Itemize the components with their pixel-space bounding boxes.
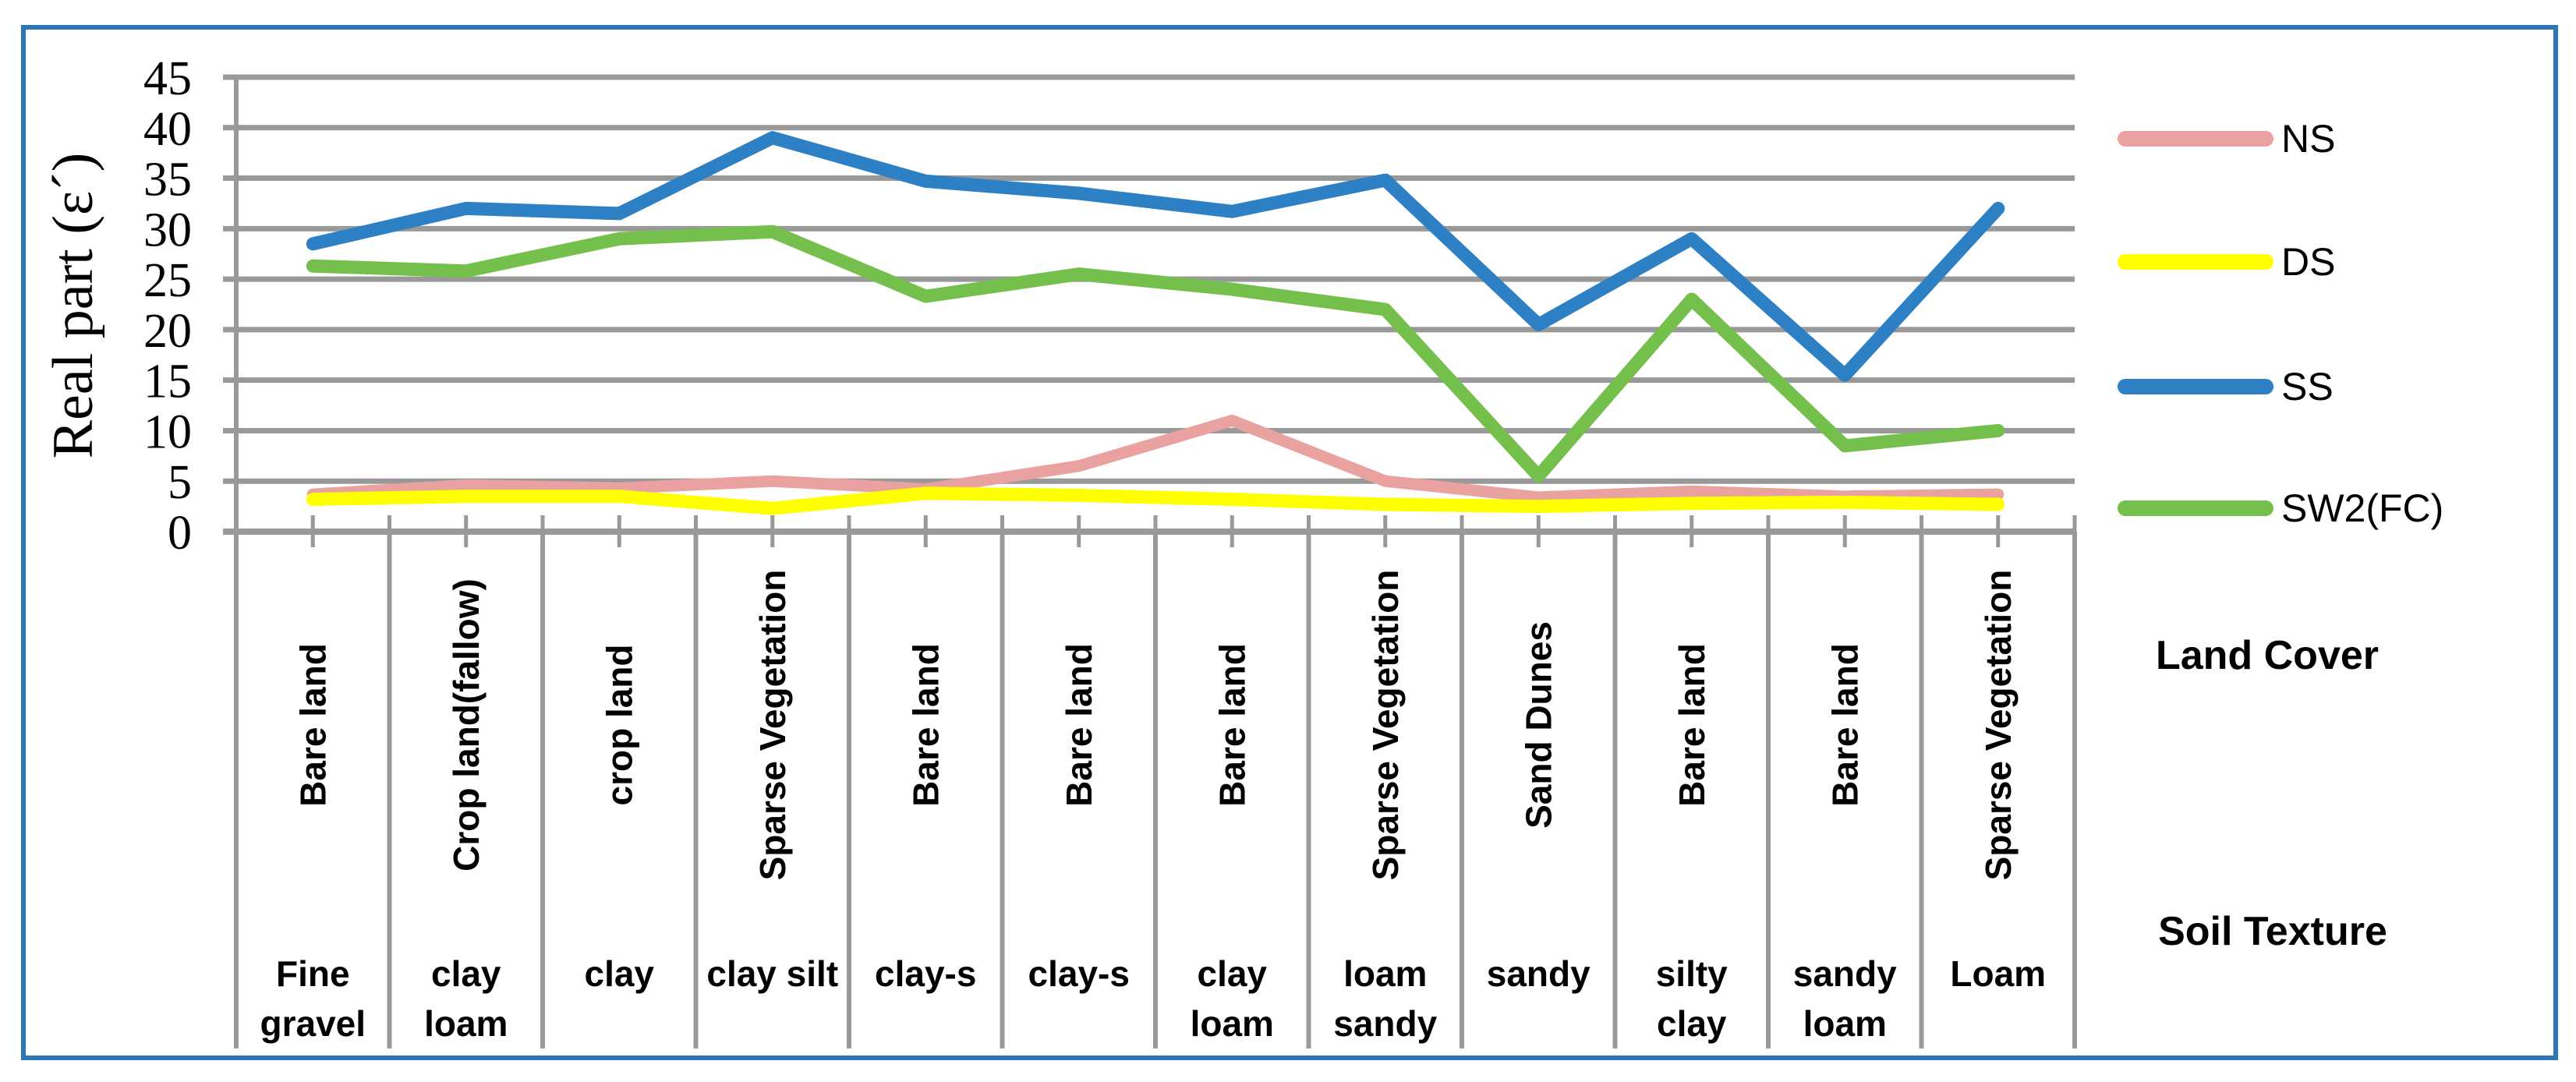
y-tick-label: 10 bbox=[143, 405, 192, 458]
y-tick-label: 15 bbox=[143, 355, 192, 408]
land-cover-label: Crop land(fallow) bbox=[446, 578, 487, 872]
soil-texture-label: loam bbox=[424, 1003, 508, 1044]
series-lines bbox=[306, 131, 2005, 515]
soil-texture-label: loam bbox=[1343, 953, 1427, 994]
land-cover-label: crop land bbox=[599, 644, 639, 805]
land-cover-labels: Bare land Crop land(fallow) crop land Spars… bbox=[292, 570, 2019, 881]
legend: NS DS SS SW2(FC) bbox=[2118, 117, 2443, 530]
legend-label-SS: SS bbox=[2281, 365, 2334, 408]
y-tick-label: 45 bbox=[143, 52, 192, 105]
soil-texture-label: clay silt bbox=[706, 953, 838, 994]
legend-label-SW2(FC): SW2(FC) bbox=[2281, 486, 2443, 530]
soil-texture-label: clay-s bbox=[1028, 953, 1130, 994]
series-line-NS bbox=[306, 415, 2005, 504]
soil-texture-label: silty bbox=[1656, 953, 1728, 994]
land-cover-title: Land Cover bbox=[2156, 633, 2379, 678]
land-cover-label: Bare land bbox=[905, 643, 946, 807]
legend-label-DS: DS bbox=[2281, 240, 2335, 284]
series-line-DS bbox=[306, 486, 2005, 515]
legend-label-NS: NS bbox=[2281, 117, 2335, 161]
soil-texture-label: sandy bbox=[1487, 953, 1591, 994]
y-tick-label: 25 bbox=[143, 254, 192, 307]
soil-texture-label: clay bbox=[1197, 953, 1267, 994]
soil-texture-label: Fine bbox=[276, 953, 350, 994]
y-tick-label: 40 bbox=[143, 103, 192, 156]
land-cover-label: Sparse Vegetation bbox=[1365, 570, 1406, 881]
soil-texture-label: loam bbox=[1191, 1003, 1274, 1044]
soil-texture-label: loam bbox=[1803, 1003, 1887, 1044]
y-tick-label: 30 bbox=[143, 203, 192, 256]
land-cover-label: Bare land bbox=[292, 643, 333, 807]
y-tick-label: 20 bbox=[143, 305, 192, 358]
chart-border bbox=[21, 25, 2558, 1060]
series-line-SW2(FC) bbox=[306, 225, 2005, 483]
soil-texture-labels: Fine gravel clay loam clay clay silt clay-s cla… bbox=[260, 953, 2046, 1044]
soil-texture-label: clay bbox=[1657, 1003, 1727, 1044]
y-axis-title: Real part (ε´) bbox=[41, 153, 105, 459]
soil-texture-label: clay-s bbox=[875, 953, 976, 994]
legend-item-SW2(FC): SW2(FC) bbox=[2118, 486, 2443, 530]
legend-item-DS: DS bbox=[2118, 240, 2335, 284]
soil-texture-title: Soil Texture bbox=[2158, 909, 2387, 954]
soil-texture-label: sandy bbox=[1333, 1003, 1437, 1044]
series-line-SS bbox=[306, 131, 2005, 382]
land-cover-label: Bare land bbox=[1059, 643, 1099, 807]
land-cover-label: Sparse Vegetation bbox=[752, 570, 793, 881]
soil-texture-label: gravel bbox=[260, 1003, 366, 1044]
land-cover-label: Sparse Vegetation bbox=[1978, 570, 2019, 881]
y-tick-label: 5 bbox=[168, 456, 192, 509]
legend-item-NS: NS bbox=[2118, 117, 2335, 161]
land-cover-label: Bare land bbox=[1672, 643, 1712, 807]
y-tick-label: 35 bbox=[143, 154, 192, 207]
legend-item-SS: SS bbox=[2118, 365, 2334, 408]
soil-texture-label: clay bbox=[584, 953, 654, 994]
land-cover-label: Bare land bbox=[1212, 643, 1252, 807]
y-tick-label: 0 bbox=[168, 507, 192, 560]
axes bbox=[234, 75, 2077, 1048]
soil-texture-label: Loam bbox=[1950, 953, 2046, 994]
soil-texture-label: sandy bbox=[1793, 953, 1897, 994]
land-cover-label: Bare land bbox=[1824, 643, 1865, 807]
soil-texture-label: clay bbox=[431, 953, 501, 994]
land-cover-label: Sand Dunes bbox=[1518, 621, 1559, 829]
